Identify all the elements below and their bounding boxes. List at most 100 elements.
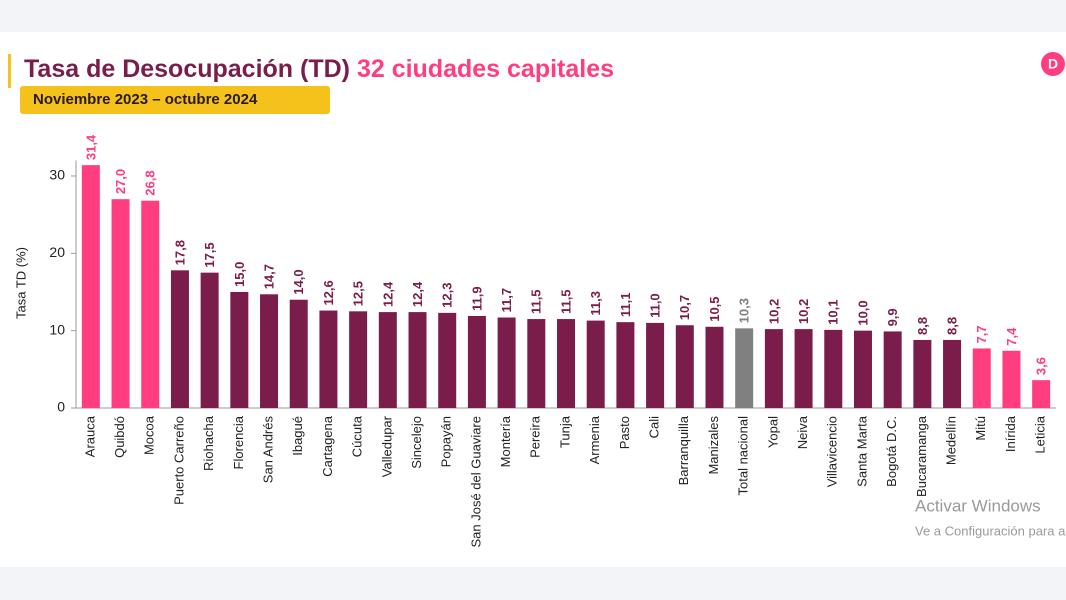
value-label: 10,3 <box>737 298 752 323</box>
x-tick-label: Mitú <box>973 416 988 441</box>
watermark-title: Activar Windows <box>915 496 1041 515</box>
accent-bar <box>8 54 11 88</box>
bar <box>913 339 932 408</box>
value-label: 12,4 <box>380 281 395 307</box>
bar <box>646 322 665 408</box>
bar <box>230 291 249 408</box>
x-tick-label: Florencia <box>231 415 246 469</box>
bar <box>616 322 635 408</box>
x-tick-label: Medellín <box>943 416 958 465</box>
value-label: 8,8 <box>944 317 959 335</box>
bar <box>794 329 813 408</box>
value-label: 31,4 <box>83 134 98 160</box>
chart-title: Tasa de Desocupación (TD) 32 ciudades ca… <box>24 55 614 83</box>
value-label: 10,2 <box>796 299 811 324</box>
x-tick-label: Popayán <box>439 416 454 467</box>
bar <box>497 317 516 408</box>
value-label: 12,3 <box>440 283 455 308</box>
value-label: 3,6 <box>1034 357 1049 375</box>
x-tick-label: Bogotá D.C. <box>884 416 899 487</box>
value-label: 17,5 <box>202 242 217 267</box>
value-label: 10,1 <box>826 300 841 325</box>
x-tick-label: Tunja <box>557 415 572 448</box>
x-tick-label: Cartagena <box>320 415 335 476</box>
value-label: 8,8 <box>915 317 930 335</box>
bar <box>1032 380 1051 408</box>
x-tick-label: Pereira <box>528 415 543 458</box>
value-label: 9,9 <box>885 308 900 326</box>
value-label: 11,0 <box>648 293 663 318</box>
x-tick-label: Sincelejo <box>409 416 424 469</box>
bar <box>735 328 754 408</box>
value-label: 11,9 <box>469 286 484 311</box>
value-label: 7,4 <box>1004 327 1019 346</box>
value-label: 17,8 <box>172 240 187 265</box>
x-tick-label: Villavicencio <box>825 416 840 487</box>
x-tick-label: Ibagué <box>290 416 305 456</box>
x-tick-label: Puerto Carreño <box>171 416 186 505</box>
x-tick-label: Cúcuta <box>350 415 365 457</box>
value-label: 11,7 <box>499 288 514 313</box>
bar <box>527 319 546 408</box>
bar <box>824 329 843 408</box>
x-tick-label: Valledupar <box>379 415 394 477</box>
y-tick-label: 10 <box>49 321 65 337</box>
x-tick-label: Montería <box>498 415 513 467</box>
x-tick-label: Cali <box>647 416 662 439</box>
bar <box>349 311 368 408</box>
value-label: 11,1 <box>618 293 633 318</box>
y-tick-label: 20 <box>49 244 65 260</box>
bar <box>438 312 457 408</box>
subtitle-box <box>20 86 330 114</box>
bar <box>319 310 338 408</box>
bar <box>289 299 308 408</box>
watermark-sub: Ve a Configuración para activar Windows <box>915 523 1066 538</box>
x-tick-label: Leticia <box>1033 415 1048 453</box>
logo <box>1041 52 1065 76</box>
value-label: 14,0 <box>291 269 306 294</box>
bar <box>705 326 724 408</box>
value-label: 11,3 <box>588 291 603 316</box>
x-tick-label: Neiva <box>795 415 810 449</box>
value-label: 26,8 <box>143 170 158 195</box>
bar <box>1002 350 1021 408</box>
y-tick-label: 30 <box>49 167 65 183</box>
x-tick-label: Mocoa <box>142 415 157 455</box>
bar <box>467 315 486 408</box>
x-tick-label: Manizales <box>706 416 721 475</box>
x-tick-label: Bucaramanga <box>914 415 929 497</box>
bar <box>260 294 279 408</box>
value-label: 10,7 <box>677 295 692 320</box>
value-label: 10,0 <box>855 300 870 325</box>
bar <box>675 325 694 408</box>
plot: 0 10 20 30 31,4 Arauca 27,0 Quibdó 26,8 Mocoa 17,8… <box>49 134 1056 548</box>
x-tick-label: San Andrés <box>260 416 275 484</box>
value-label: 14,7 <box>261 264 276 289</box>
value-label: 11,5 <box>529 289 544 314</box>
logo-letter: D <box>1048 56 1058 72</box>
bar <box>170 270 189 408</box>
subtitle: Noviembre 2023 – octubre 2024 <box>33 91 258 108</box>
bar <box>972 348 991 408</box>
x-tick-label: Armenia <box>587 415 602 464</box>
x-tick-label: Pasto <box>617 416 632 449</box>
bar <box>81 165 100 408</box>
value-label: 12,5 <box>351 281 366 306</box>
x-tick-label: Arauca <box>82 415 97 457</box>
bar <box>111 199 130 408</box>
bar <box>408 312 427 408</box>
value-label: 12,4 <box>410 281 425 307</box>
value-label: 10,2 <box>766 299 781 324</box>
bar <box>764 329 783 408</box>
value-label: 10,5 <box>707 296 722 321</box>
bar <box>853 330 872 408</box>
bar <box>586 320 605 408</box>
bar <box>883 331 902 408</box>
x-tick-label: Quibdó <box>112 416 127 458</box>
value-label: 11,5 <box>558 289 573 314</box>
x-tick-label: San José del Guaviare <box>468 416 483 548</box>
x-tick-label: Santa Marta <box>854 415 869 487</box>
bar <box>378 312 397 408</box>
bar <box>943 339 962 408</box>
